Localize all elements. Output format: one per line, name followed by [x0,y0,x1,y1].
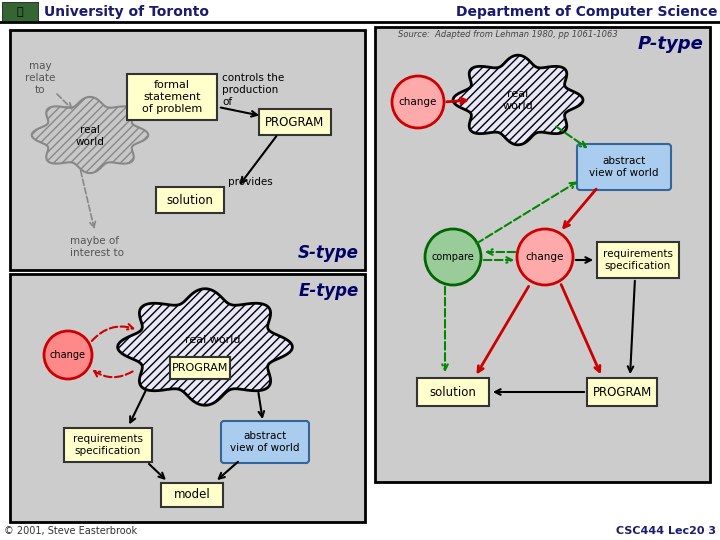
Text: formal
statement
of problem: formal statement of problem [142,80,202,113]
Text: change: change [399,97,437,107]
FancyBboxPatch shape [10,274,365,522]
FancyBboxPatch shape [2,2,38,21]
Text: Department of Computer Science: Department of Computer Science [456,5,718,19]
Text: 🌳: 🌳 [17,7,23,17]
Text: model: model [174,489,210,502]
FancyBboxPatch shape [587,378,657,406]
FancyBboxPatch shape [577,144,671,190]
Text: maybe of
interest to: maybe of interest to [70,236,124,258]
Text: provides: provides [228,177,273,187]
Text: E-type: E-type [299,282,359,300]
Text: CSC444 Lec20 3: CSC444 Lec20 3 [616,526,716,536]
Text: P-type: P-type [638,35,704,53]
Text: requirements
specification: requirements specification [73,434,143,456]
FancyBboxPatch shape [127,74,217,120]
Text: change: change [50,350,86,360]
Text: PROGRAM: PROGRAM [172,363,228,373]
Circle shape [517,229,573,285]
FancyBboxPatch shape [221,421,309,463]
Text: may
relate
to: may relate to [24,62,55,94]
PathPatch shape [117,289,292,405]
Text: Source:  Adapted from Lehman 1980, pp 1061-1063: Source: Adapted from Lehman 1980, pp 106… [398,30,618,39]
Text: University of Toronto: University of Toronto [44,5,209,19]
Circle shape [44,331,92,379]
FancyBboxPatch shape [417,378,489,406]
Text: change: change [526,252,564,262]
Text: real
world: real world [76,125,104,147]
Text: PROGRAM: PROGRAM [593,386,652,399]
Text: abstract
view of world: abstract view of world [589,156,659,178]
Text: © 2001, Steve Easterbrook: © 2001, Steve Easterbrook [4,526,137,536]
Text: compare: compare [431,252,474,262]
FancyBboxPatch shape [375,27,710,482]
Text: PROGRAM: PROGRAM [266,116,325,129]
Circle shape [392,76,444,128]
Text: solution: solution [166,193,213,206]
Text: abstract
view of world: abstract view of world [230,431,300,453]
FancyBboxPatch shape [170,357,230,379]
FancyBboxPatch shape [259,109,331,135]
Text: S-type: S-type [298,244,359,262]
FancyBboxPatch shape [10,30,365,270]
Text: controls the
production
of: controls the production of [222,73,284,106]
FancyBboxPatch shape [64,428,152,462]
Text: solution: solution [430,386,477,399]
FancyBboxPatch shape [156,187,224,213]
Text: real
world: real world [503,89,534,111]
FancyBboxPatch shape [161,483,223,507]
PathPatch shape [453,55,583,145]
PathPatch shape [32,97,148,173]
FancyBboxPatch shape [0,0,720,22]
Text: requirements
specification: requirements specification [603,249,673,271]
FancyBboxPatch shape [597,242,679,278]
Text: real world: real world [185,335,240,345]
Circle shape [425,229,481,285]
